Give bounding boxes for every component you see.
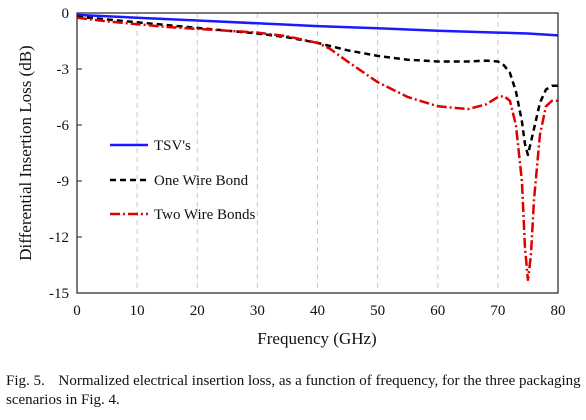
y-tick-label: -12 bbox=[49, 230, 69, 246]
caption-text: Normalized electrical insertion loss, as… bbox=[6, 373, 581, 408]
legend-label-tsv: TSV's bbox=[154, 138, 191, 154]
y-axis-label: Differential Insertion Loss (dB) bbox=[16, 45, 35, 260]
y-tick-label: -15 bbox=[49, 286, 69, 302]
series-layer bbox=[76, 13, 559, 282]
x-axis-label: Frequency (GHz) bbox=[257, 329, 376, 348]
x-tick-label: 60 bbox=[430, 303, 445, 319]
tick-layer: 0 10 20 30 40 50 60 70 80 0 -3 -6 -9 -12 -15 bbox=[49, 6, 566, 319]
x-tick-label: 50 bbox=[370, 303, 385, 319]
x-tick-label: 20 bbox=[190, 303, 205, 319]
series-line-tsv bbox=[76, 13, 559, 37]
x-tick-label: 70 bbox=[490, 303, 505, 319]
y-tick-label: -3 bbox=[57, 62, 70, 78]
legend-label-one-wire-bond: One Wire Bond bbox=[154, 173, 249, 189]
y-tick-label: -9 bbox=[57, 174, 70, 190]
caption-label: Fig. 5. bbox=[6, 373, 45, 389]
legend: TSV's One Wire Bond Two Wire Bonds bbox=[110, 138, 256, 223]
x-tick-label: 80 bbox=[551, 303, 566, 319]
x-tick-label: 30 bbox=[250, 303, 265, 319]
series-line-two-wire-bonds bbox=[76, 16, 558, 282]
chart: 0 10 20 30 40 50 60 70 80 0 -3 -6 -9 -12 -15 Frequency… bbox=[16, 6, 566, 348]
y-tick-label: -6 bbox=[57, 118, 70, 134]
legend-label-two-wire-bonds: Two Wire Bonds bbox=[154, 207, 256, 223]
y-tick-label: 0 bbox=[62, 6, 70, 22]
grid bbox=[136, 13, 499, 293]
x-tick-label: 0 bbox=[73, 303, 81, 319]
x-tick-label: 40 bbox=[310, 303, 325, 319]
plot-frame bbox=[76, 12, 559, 294]
x-tick-label: 10 bbox=[130, 303, 145, 319]
figure-caption: Fig. 5. Normalized electrical insertion … bbox=[6, 372, 582, 410]
